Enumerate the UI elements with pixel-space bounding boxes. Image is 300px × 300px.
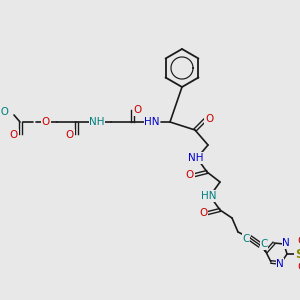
Text: HN: HN [201, 191, 217, 201]
Text: O: O [42, 117, 50, 127]
Text: O: O [199, 208, 207, 218]
Text: HO: HO [0, 107, 9, 117]
Text: HN: HN [144, 117, 160, 127]
Text: O: O [297, 236, 300, 246]
Text: NH: NH [188, 153, 204, 163]
Text: NH: NH [89, 117, 105, 127]
Text: C: C [242, 234, 250, 244]
Text: O: O [10, 130, 18, 140]
Text: O: O [205, 114, 213, 124]
Text: O: O [186, 170, 194, 180]
Text: O: O [297, 262, 300, 272]
Text: S: S [295, 248, 300, 260]
Text: C: C [260, 239, 268, 249]
Text: O: O [66, 130, 74, 140]
Text: O: O [134, 105, 142, 115]
Text: N: N [282, 238, 290, 248]
Text: N: N [276, 259, 284, 269]
